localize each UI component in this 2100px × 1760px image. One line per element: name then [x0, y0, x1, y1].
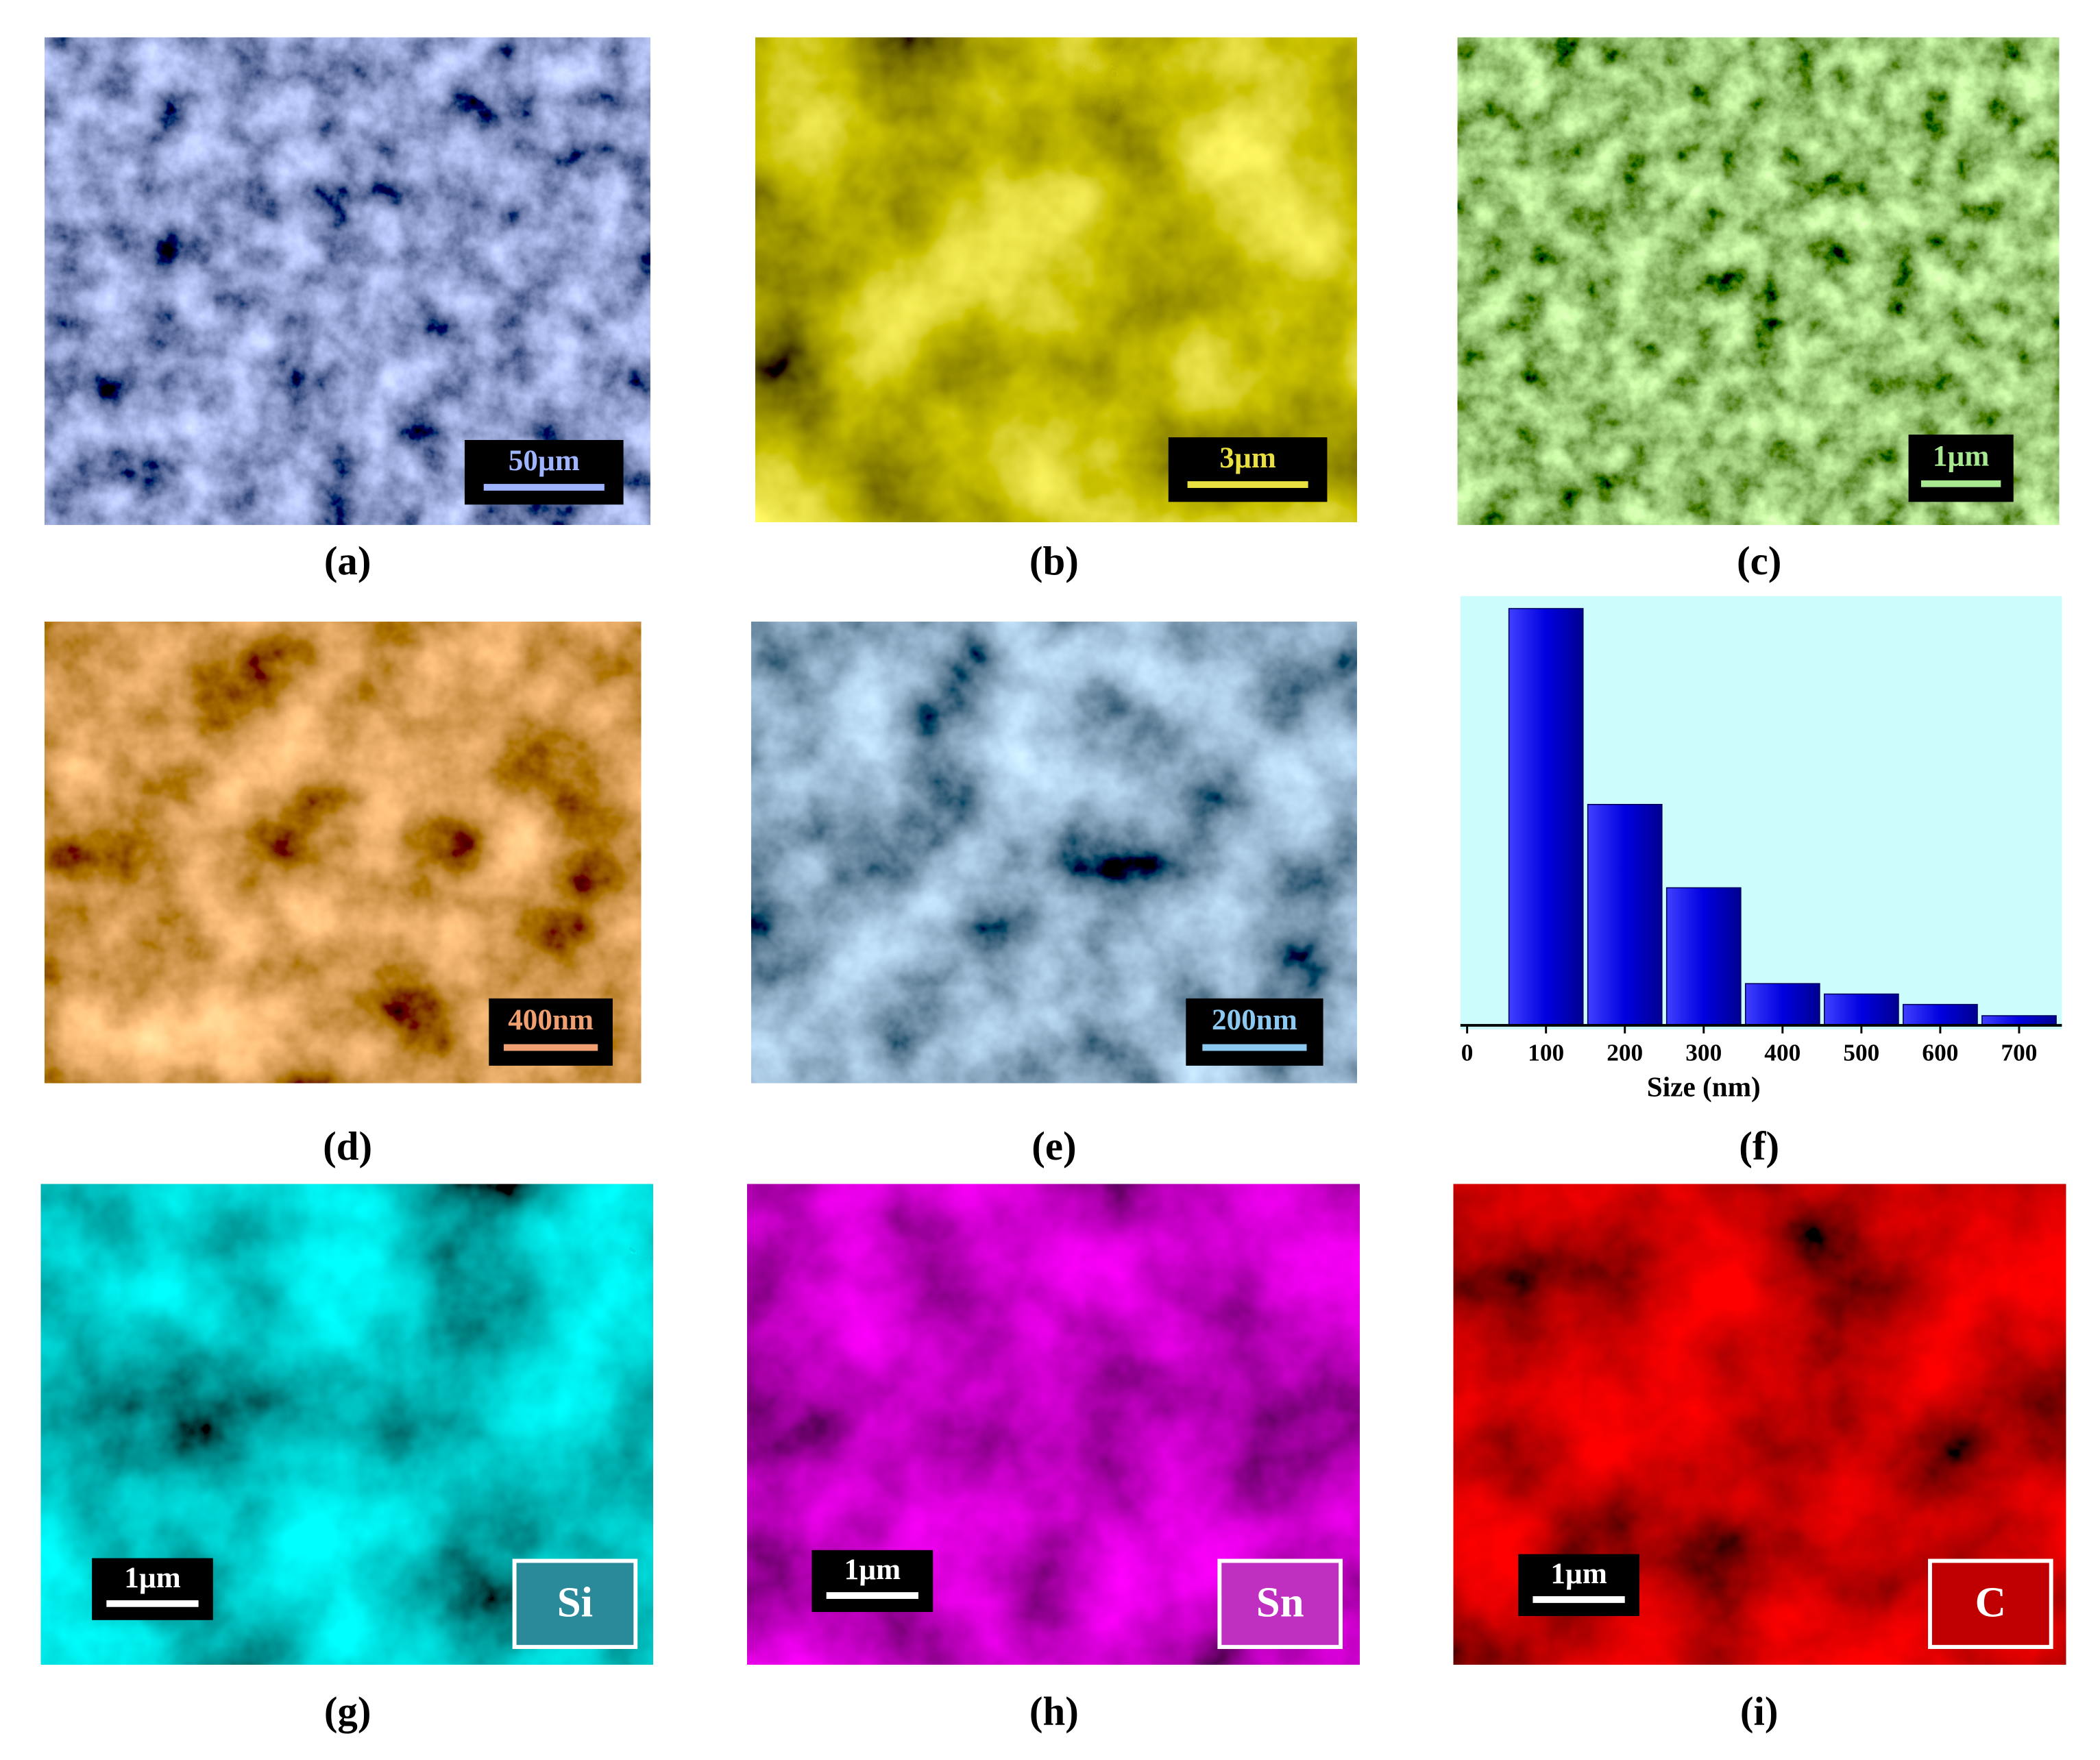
bar	[1665, 887, 1742, 1026]
x-tick-label: 0	[1461, 1039, 1474, 1066]
element-label: Si	[557, 1578, 593, 1626]
x-tick-label: 300	[1685, 1039, 1722, 1066]
bar	[1744, 983, 1820, 1026]
scale-bar	[106, 1600, 199, 1607]
scale-bar-box	[1168, 437, 1328, 502]
panel-label: (e)	[1031, 1124, 1076, 1169]
panel-label: (a)	[324, 539, 371, 583]
scale-bar	[483, 484, 605, 491]
panel-label: (f)	[1739, 1124, 1779, 1169]
bar	[1508, 608, 1584, 1026]
scale-bar	[1920, 480, 2001, 487]
x-tick-label: 600	[1922, 1039, 1958, 1066]
scale-bar-box	[1518, 1554, 1639, 1616]
element-label: C	[1975, 1578, 2006, 1626]
panel-label: (d)	[323, 1124, 372, 1169]
bar	[1824, 993, 1899, 1026]
scale-bar	[503, 1044, 598, 1051]
scale-bar-label: 200nm	[1212, 1004, 1297, 1036]
x-tick-label: 500	[1843, 1039, 1879, 1066]
element-box	[1928, 1559, 2053, 1650]
scale-bar	[1187, 481, 1308, 488]
scale-bar-label: 1µm	[844, 1554, 901, 1586]
scale-bar	[1202, 1044, 1307, 1051]
scale-bar	[1533, 1596, 1625, 1603]
panel-label: (c)	[1737, 539, 1781, 583]
scale-bar-label: 1µm	[1550, 1558, 1607, 1590]
scale-bar-label: 1µm	[124, 1562, 180, 1594]
scale-bar-label: 1µm	[1933, 440, 1989, 472]
element-box	[512, 1559, 638, 1650]
bar	[1587, 803, 1663, 1026]
scale-bar-box	[1908, 435, 2014, 502]
x-axis-label: Size (nm)	[1647, 1071, 1761, 1103]
panel-label: (b)	[1029, 539, 1079, 583]
x-tick-label: 700	[2001, 1039, 2037, 1066]
scale-bar-label: 50µm	[509, 445, 580, 477]
panel-label: (h)	[1029, 1689, 1079, 1734]
scale-bar-box	[464, 440, 624, 505]
scale-bar-box	[92, 1558, 213, 1620]
element-label: Sn	[1256, 1578, 1304, 1626]
scale-bar-label: 400nm	[508, 1004, 594, 1036]
scale-bar	[826, 1592, 918, 1599]
panel-label: (g)	[324, 1689, 371, 1734]
x-tick-label: 100	[1528, 1039, 1564, 1066]
bar	[1981, 1015, 2057, 1026]
panel-label: (i)	[1740, 1689, 1779, 1734]
scale-bar-box	[1186, 998, 1323, 1066]
scale-bar-label: 3µm	[1219, 442, 1275, 474]
x-tick-label: 200	[1607, 1039, 1643, 1066]
bar	[1903, 1003, 1978, 1026]
scale-bar-box	[811, 1550, 933, 1613]
scale-bar-box	[489, 998, 613, 1066]
element-box	[1217, 1559, 1343, 1650]
x-tick-label: 400	[1764, 1039, 1800, 1066]
